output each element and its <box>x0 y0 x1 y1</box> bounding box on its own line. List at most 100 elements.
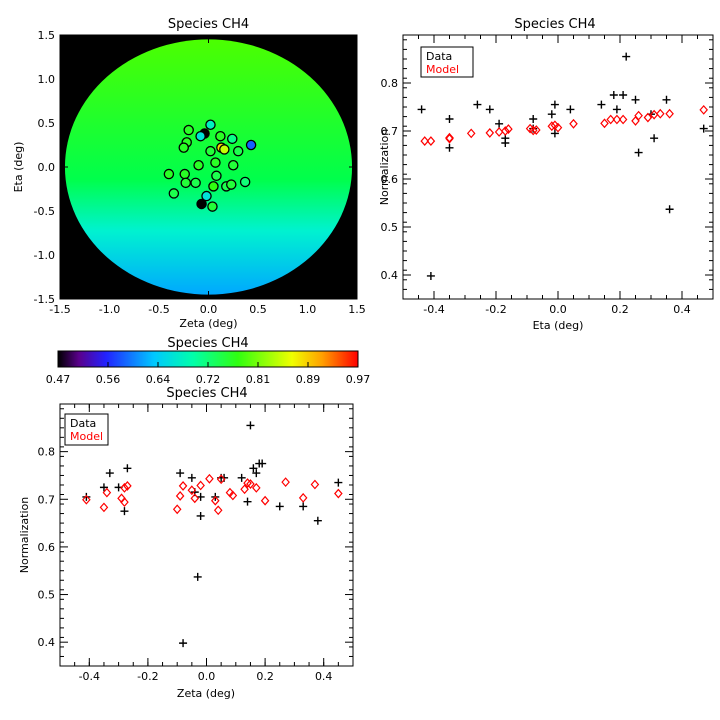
zeta-data-point <box>237 473 246 482</box>
zeta-xtick-label: 0.0 <box>198 670 216 683</box>
zeta-legend-box <box>64 413 109 446</box>
zeta-data-point <box>313 516 322 525</box>
eta-legend-box <box>420 46 474 78</box>
zeta-model-point <box>240 484 249 495</box>
eta-xtick-label: 0.2 <box>611 303 629 316</box>
eta-model-point <box>553 122 563 133</box>
zeta-xtick-label: 0.4 <box>315 670 333 683</box>
eta-model-point <box>699 104 708 115</box>
map-point <box>208 181 219 192</box>
colorbar-tick-label: 0.64 <box>146 373 171 386</box>
eta-model-point <box>445 132 454 143</box>
eta-model-point <box>656 108 665 119</box>
eta-ytick-label: 0.5 <box>381 221 399 234</box>
eta-ytick-label: 0.7 <box>381 125 399 138</box>
map-ytick-label: -1.5 <box>34 293 55 306</box>
map-panel: Species CH4 -1.5 -1.0 -0.5 0.0 0.5 1.0 1.5 -1.5… <box>12 17 366 330</box>
zeta-model-point <box>82 494 91 505</box>
eta-data-point <box>619 91 628 99</box>
eta-model-point <box>501 126 510 136</box>
map-point <box>211 170 222 182</box>
zeta-model-point <box>260 495 270 506</box>
zeta-legend-data: Data <box>70 417 96 430</box>
eta-model-point <box>528 125 538 136</box>
zeta-data-point <box>246 421 255 430</box>
zeta-model-point <box>252 482 261 493</box>
map-point <box>219 144 230 155</box>
eta-data-point <box>609 91 618 99</box>
map-point <box>195 130 206 142</box>
eta-xtick-label: 0.0 <box>549 303 567 316</box>
eta-legend-model: Model <box>426 63 459 76</box>
eta-title: Species CH4 <box>514 17 595 32</box>
zeta-ytick-label: 0.6 <box>38 541 56 554</box>
zeta-data-point <box>193 572 202 581</box>
zeta-data-point <box>123 464 132 473</box>
eta-ytick-label: 0.6 <box>381 173 399 186</box>
eta-data-point <box>495 119 504 128</box>
map-xtick-label: 1.0 <box>299 303 317 316</box>
map-point <box>226 179 237 190</box>
zeta-data-point <box>258 459 267 468</box>
map-xtick-label: -1.5 <box>49 303 70 316</box>
zeta-data-point <box>99 483 108 492</box>
eta-data-point <box>612 105 621 114</box>
colorbar-tick-label: 0.89 <box>296 373 321 386</box>
map-disk <box>64 39 353 295</box>
zeta-model-point <box>334 488 343 499</box>
map-point <box>178 142 189 153</box>
zeta-data-point <box>252 469 261 478</box>
eta-model-point <box>532 125 541 135</box>
zeta-model-point <box>175 491 185 501</box>
eta-model-point <box>569 118 578 129</box>
eta-model-point <box>485 128 495 138</box>
zeta-ytick-label: 0.4 <box>38 636 56 649</box>
map-xtick-label: 1.5 <box>348 303 366 316</box>
eta-model-point <box>600 118 609 129</box>
map-point <box>183 124 194 136</box>
eta-marks <box>417 52 708 280</box>
eta-ylabel: Normalization <box>378 129 391 205</box>
eta-ticks: -0.4 -0.2 0.0 0.2 0.4 0.4 0.5 0.6 0.7 0.8 <box>381 35 714 316</box>
colorbar-tick-label: 0.47 <box>46 373 71 386</box>
zeta-model-point <box>120 482 129 493</box>
zeta-model-point <box>298 492 308 503</box>
map-point <box>193 159 204 171</box>
colorbar-title: Species CH4 <box>167 336 248 351</box>
map-ytick-label: 1.5 <box>38 29 56 42</box>
map-point <box>190 177 201 189</box>
zeta-model-point <box>216 474 226 485</box>
zeta-model-point <box>102 487 112 498</box>
eta-ytick-label: 0.8 <box>381 77 399 90</box>
zeta-frame <box>59 403 354 667</box>
zeta-data-point <box>176 469 185 478</box>
map-ytick-label: 0.0 <box>38 161 56 174</box>
eta-model-point <box>606 114 615 125</box>
map-xtick-label: 0.0 <box>200 303 218 316</box>
colorbar-tick-label: 0.56 <box>96 373 121 386</box>
eta-model-point <box>504 124 513 134</box>
eta-data-point <box>445 115 454 123</box>
map-point <box>205 119 216 131</box>
eta-data-point <box>631 95 640 104</box>
map-point <box>210 157 221 168</box>
zeta-ytick-label: 0.8 <box>38 446 56 459</box>
eta-data-point <box>662 95 671 104</box>
eta-model-point <box>445 133 454 144</box>
zeta-data-point <box>82 492 91 501</box>
map-xtick-label: -0.5 <box>148 303 169 316</box>
eta-frame <box>402 34 714 300</box>
eta-data-point <box>699 124 708 133</box>
eta-data-point <box>529 115 538 123</box>
map-point <box>168 188 180 199</box>
zeta-model-point <box>228 490 238 501</box>
zeta-model-point <box>210 495 220 506</box>
eta-model-point <box>426 136 436 146</box>
zeta-legend-model: Model <box>70 430 103 443</box>
zeta-panel: Species CH4 -0.4 -0.2 0.0 0.2 0.4 0.4 0.5 0.6 0.… <box>18 386 354 700</box>
zeta-data-point <box>243 497 252 506</box>
map-xtick-label: 0.5 <box>249 303 267 316</box>
colorbar-panel: Species CH4 0.47 0.56 0.64 0.72 0.81 0.89 0.97 <box>46 336 371 386</box>
zeta-model-point <box>99 502 109 513</box>
map-point <box>232 145 244 157</box>
